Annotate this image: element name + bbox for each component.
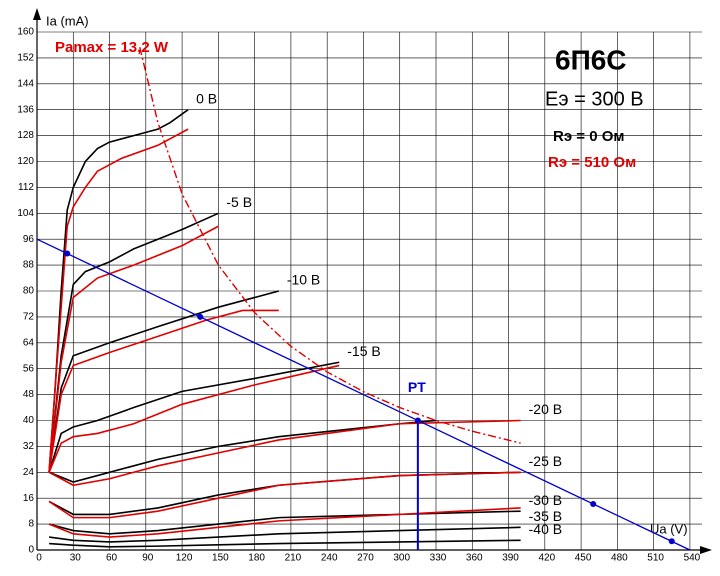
x-tick-label: 540 <box>684 553 701 564</box>
curve <box>48 419 437 483</box>
x-tick-label: 150 <box>212 553 229 564</box>
load-point <box>590 501 597 508</box>
y-tick-label: 144 <box>17 78 34 89</box>
y-tick-label: 120 <box>17 156 34 167</box>
y-tick-label: 56 <box>23 363 35 374</box>
y-tick-label: 80 <box>23 286 35 297</box>
y-tick-label: 40 <box>23 415 35 426</box>
y-tick-label: 88 <box>23 260 35 271</box>
curve <box>48 364 340 473</box>
curve <box>48 471 521 516</box>
curve <box>48 128 189 473</box>
x-tick-label: 90 <box>142 553 154 564</box>
chart-title: 6П6С <box>555 44 627 75</box>
y-tick-label: 160 <box>17 27 34 38</box>
y-tick-label: 128 <box>17 130 34 141</box>
curve <box>48 419 521 487</box>
x-tick-label: 420 <box>538 553 555 564</box>
x-tick-label: 330 <box>430 553 447 564</box>
y-tick-label: 8 <box>28 519 34 530</box>
subtitle: Eэ = 300 В <box>545 88 644 110</box>
curve <box>48 526 521 543</box>
curve <box>48 507 521 538</box>
curve-label: -25 В <box>529 453 562 469</box>
x-tick-label: 60 <box>106 553 118 564</box>
curve <box>48 510 521 535</box>
curve-label: -35 В <box>529 508 562 524</box>
y-tick-label: 152 <box>17 53 34 64</box>
curve <box>49 539 521 548</box>
load-point <box>197 313 204 320</box>
x-tick-label: 210 <box>285 553 302 564</box>
load-point <box>668 538 675 545</box>
curve-label: -20 В <box>529 401 562 417</box>
curve-label: 0 В <box>196 90 217 106</box>
y-tick-label: 104 <box>17 208 34 219</box>
y-tick-label: 64 <box>23 337 35 348</box>
x-tick-label: 480 <box>611 553 628 564</box>
x-tick-label: 510 <box>647 553 664 564</box>
x-tick-label: 270 <box>357 553 374 564</box>
x-tick-label: 120 <box>176 553 193 564</box>
x-tick-label: 30 <box>70 553 82 564</box>
y-tick-label: 0 <box>28 545 34 556</box>
y-axis-label: Ia (mA) <box>46 13 89 28</box>
curve-label: -30 В <box>529 492 562 508</box>
curve-label: -5 В <box>226 194 252 210</box>
curve <box>139 47 521 444</box>
x-axis-label: Ua (V) <box>650 521 688 536</box>
curve <box>48 471 521 519</box>
y-tick-label: 96 <box>23 234 35 245</box>
x-tick-label: 450 <box>575 553 592 564</box>
y-tick-label: 48 <box>23 389 35 400</box>
curve-label: -10 В <box>287 272 320 288</box>
y-tick-label: 112 <box>18 182 34 193</box>
curve-label: -15 В <box>347 343 380 359</box>
curve-label: -40 В <box>529 521 562 537</box>
x-tick-label: 300 <box>393 553 410 564</box>
x-tick-label: 360 <box>466 553 483 564</box>
x-tick-label: 390 <box>502 553 519 564</box>
y-tick-label: 24 <box>23 467 35 478</box>
curve <box>36 238 691 551</box>
y-tick-label: 72 <box>23 312 35 323</box>
y-tick-label: 16 <box>23 493 35 504</box>
legend-entry: Rэ = 510 Ом <box>548 154 636 171</box>
y-tick-label: 32 <box>23 441 35 452</box>
x-tick-label: 180 <box>248 553 265 564</box>
curve <box>48 225 219 473</box>
curve <box>48 309 279 473</box>
legend-entry: Rэ = 0 Ом <box>553 128 624 145</box>
curve <box>48 212 219 473</box>
load-point <box>64 250 71 257</box>
y-tick-label: 136 <box>17 104 34 115</box>
pmax-label: Pamax = 13,2 W <box>55 39 169 56</box>
x-tick-label: 240 <box>321 553 338 564</box>
x-tick-label: 0 <box>36 553 42 564</box>
curve <box>48 290 280 473</box>
curve <box>48 361 340 473</box>
operating-label: PT <box>408 379 426 395</box>
